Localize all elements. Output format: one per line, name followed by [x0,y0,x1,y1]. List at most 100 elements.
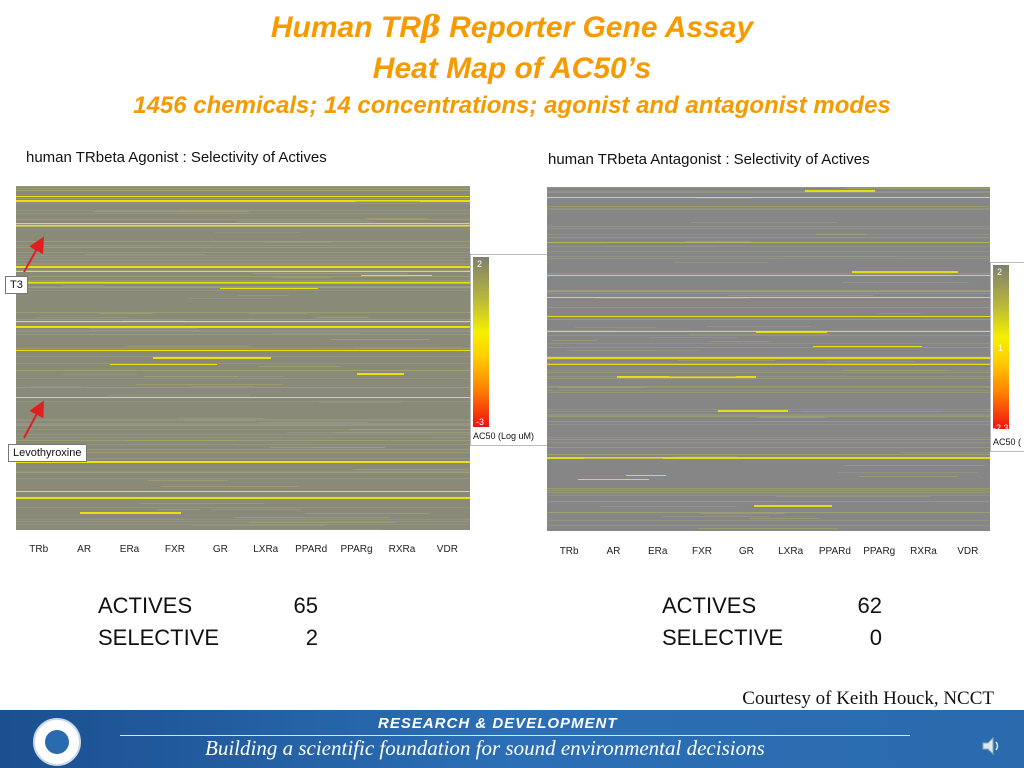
heatmap-band [232,529,380,530]
heatmap-band [249,522,396,523]
heatmap-band [547,363,990,364]
heatmap-band [16,419,470,420]
slide-title: Human TRβ Reporter Gene Assay [270,10,754,45]
heatmap-band [547,378,990,379]
heatmap-band [178,418,265,419]
heatmap-band [16,350,470,351]
footer-tagline: Building a scientific foundation for sou… [205,736,765,760]
heatmap-band [16,247,470,248]
agonist-x-axis: TRb AR ERa FXR GR LXRa PPARd PPARg RXRa … [16,544,470,555]
heatmap-band [31,386,81,387]
heatmap-band [547,492,990,493]
heatmap-band [16,312,470,313]
heatmap-band [16,363,470,364]
right-panel-title: human TRbeta Antagonist : Selectivity of… [548,151,870,168]
heatmap-band [16,241,470,242]
heatmap-band [698,528,838,529]
heatmap-band [16,331,470,332]
heatmap-band [573,350,698,351]
heatmap-band [16,461,470,463]
heatmap-band [547,359,990,360]
heatmap-band [547,387,990,388]
speaker-icon[interactable] [980,735,1002,757]
legend-max: 2 [997,267,1003,277]
heatmap-band [16,472,470,473]
heatmap-band [756,331,827,333]
heatmap-band [600,506,737,507]
heatmap-band [691,222,837,223]
tick-label: FXR [164,544,185,555]
heatmap-band [754,505,832,507]
left-panel-title: human TRbeta Agonist : Selectivity of Ac… [26,149,327,166]
heatmap-band [16,190,470,191]
antagonist-color-legend: 2 1 -2.3 AC50 ( [990,262,1024,452]
heatmap-band [36,317,129,318]
agonist-stats: ACTIVES 65 SELECTIVE 2 [98,590,318,654]
heatmap-band [16,271,470,272]
heatmap-band [16,397,470,398]
heatmap-band [547,291,990,292]
heatmap-band [16,290,470,291]
heatmap-band [547,520,990,521]
selective-value: 0 [869,625,882,650]
heatmap-band [547,191,990,192]
heatmap-band [547,293,990,294]
heatmap-band [547,319,990,320]
footer-divider [120,735,910,736]
heatmap-band [547,490,990,491]
heatmap-band [44,245,165,246]
heatmap-band [205,440,309,441]
heatmap-band [750,518,820,519]
heatmap-band [842,282,969,283]
heatmap-band [16,257,470,258]
heatmap-band [552,340,597,341]
heatmap-band [547,390,990,391]
actives-label: ACTIVES [662,593,757,618]
tick-label: LXRa [778,546,804,557]
heatmap-band [558,387,645,388]
heatmap-band [237,295,289,296]
heatmap-band [728,295,873,296]
heatmap-band [547,488,990,489]
heatmap-band [330,339,429,340]
heatmap-band [140,503,264,504]
heatmap-band [349,429,470,430]
heatmap-band [855,319,963,320]
legend-mid: 1 [998,343,1004,353]
heatmap-band [547,416,990,417]
actives-row: ACTIVES 65 [98,590,318,622]
heatmap-band [315,317,369,318]
heatmap-band [547,525,990,526]
heatmap-band [16,252,470,253]
heatmap-band [148,480,228,481]
heatmap-band [253,273,408,274]
tick-label: AR [606,546,621,557]
legend-min: -3 [476,417,485,427]
heatmap-band [189,298,273,299]
heatmap-band [126,440,238,441]
heatmap-band [16,387,470,388]
heatmap-band [16,286,470,287]
heatmap-band [662,516,770,517]
heatmap-band [673,456,738,457]
heatmap-band [685,241,751,242]
actives-label: ACTIVES [98,593,193,618]
heatmap-band [547,197,990,198]
heatmap-band [858,476,957,477]
heatmap-band [16,471,470,472]
heatmap-band [16,401,470,402]
heatmap-band [110,364,217,365]
heatmap-band [16,425,470,426]
heatmap-band [547,376,990,377]
agonist-color-legend: 2 -3 AC50 (Log uM) [470,254,548,446]
heatmap-band [16,334,470,335]
heatmap-band [16,348,470,349]
heatmap-band [319,402,402,403]
levothyroxine-callout: Levothyroxine [8,444,87,462]
heatmap-band [584,458,663,459]
tick-label: VDR [436,544,458,555]
heatmap-band [190,386,253,387]
tick-label: FXR [692,546,713,557]
heatmap-band [16,519,470,520]
selective-row: SELECTIVE 0 [662,622,882,654]
